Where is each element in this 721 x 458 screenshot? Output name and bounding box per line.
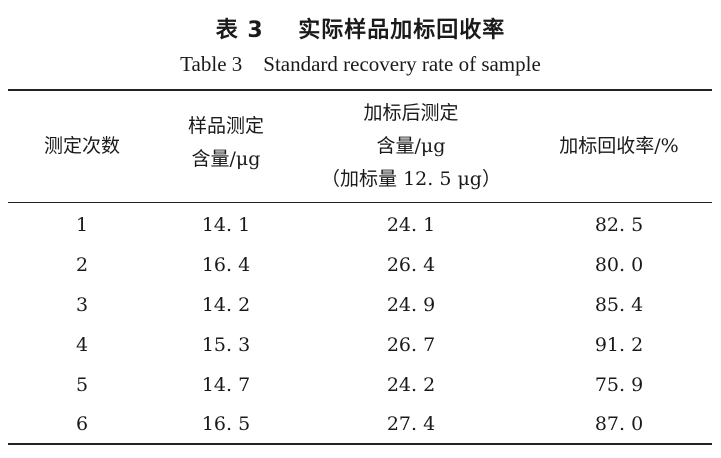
table-row: 3 14. 2 24. 9 85. 4 — [8, 285, 712, 325]
cell-count: 4 — [75, 333, 89, 356]
cell-spiked-content: 27. 4 — [386, 412, 436, 435]
recovery-rate-table: 测定次数 样品测定 含量/μg 加标后测定 含量/μg （加标量 12. 5 μ… — [8, 89, 712, 445]
table-row: 2 16. 4 26. 4 80. 0 — [8, 245, 712, 285]
cell-sample-content: 15. 3 — [201, 333, 251, 356]
header-sample-content-line1: 样品测定 — [187, 115, 264, 138]
header-measurement-count-label: 测定次数 — [43, 134, 120, 157]
cell-sample-content: 14. 1 — [201, 213, 251, 236]
table-row: 4 15. 3 26. 7 91. 2 — [8, 325, 712, 365]
header-sample-content-line2: 含量/μg — [191, 148, 261, 171]
header-row: 测定次数 样品测定 含量/μg 加标后测定 含量/μg （加标量 12. 5 μ… — [8, 90, 712, 202]
table-row: 5 14. 7 24. 2 75. 9 — [8, 365, 712, 405]
cell-recovery-rate: 82. 5 — [594, 213, 644, 236]
cell-recovery-rate: 87. 0 — [594, 412, 644, 435]
table-body: 1 14. 1 24. 1 82. 5 2 16. 4 26. 4 80. 0 … — [8, 202, 712, 444]
table-title-english: Table 3 Standard recovery rate of sample — [180, 52, 541, 76]
header-recovery-rate: 加标回收率/% — [526, 90, 712, 202]
cell-recovery-rate: 85. 4 — [594, 293, 644, 316]
table-title-chinese: 表 3 实际样品加标回收率 — [215, 18, 506, 43]
cell-count: 1 — [75, 213, 89, 236]
table-row: 6 16. 5 27. 4 87. 0 — [8, 405, 712, 444]
cell-spiked-content: 24. 9 — [386, 293, 436, 316]
cell-count: 3 — [75, 293, 89, 316]
cell-recovery-rate: 75. 9 — [594, 373, 644, 396]
cell-spiked-content: 24. 2 — [386, 373, 436, 396]
cell-recovery-rate: 80. 0 — [594, 253, 644, 276]
header-recovery-rate-label: 加标回收率/% — [559, 134, 679, 157]
cell-recovery-rate: 91. 2 — [594, 333, 644, 356]
header-spiked-content: 加标后测定 含量/μg （加标量 12. 5 μg） — [296, 90, 526, 202]
table-header: 测定次数 样品测定 含量/μg 加标后测定 含量/μg （加标量 12. 5 μ… — [8, 90, 712, 202]
cell-spiked-content: 26. 7 — [386, 333, 436, 356]
header-spiked-content-line1: 加标后测定 — [363, 101, 459, 124]
header-spiked-content-line2: 含量/μg — [376, 134, 446, 157]
cell-sample-content: 14. 2 — [201, 293, 251, 316]
cell-sample-content: 14. 7 — [201, 373, 251, 396]
cell-count: 6 — [75, 412, 89, 435]
cell-sample-content: 16. 5 — [201, 412, 251, 435]
cell-sample-content: 16. 4 — [201, 253, 251, 276]
header-sample-content: 样品测定 含量/μg — [156, 90, 296, 202]
cell-spiked-content: 24. 1 — [386, 213, 436, 236]
header-spiked-content-line3: （加标量 12. 5 μg） — [321, 167, 501, 190]
cell-count: 2 — [75, 253, 89, 276]
cell-count: 5 — [75, 373, 89, 396]
header-measurement-count: 测定次数 — [8, 90, 156, 202]
table-row: 1 14. 1 24. 1 82. 5 — [8, 202, 712, 245]
cell-spiked-content: 26. 4 — [386, 253, 436, 276]
